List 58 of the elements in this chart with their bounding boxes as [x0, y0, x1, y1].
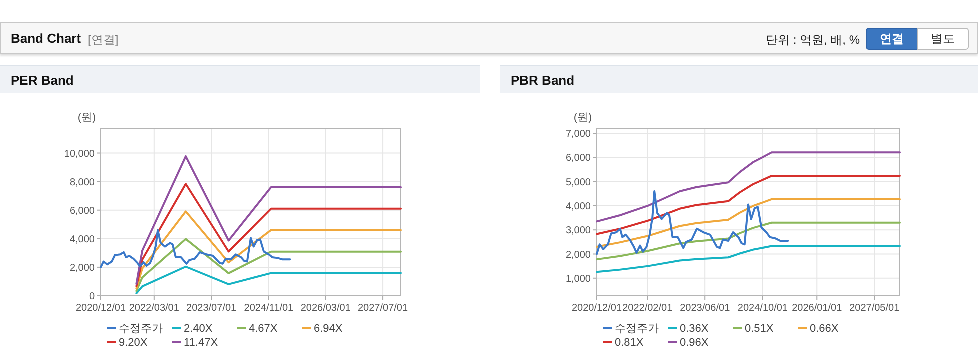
legend-label: 수정주가 — [119, 323, 163, 335]
line-series — [100, 229, 292, 268]
y-tick-label: 2,000 — [70, 262, 96, 274]
y-tick-label: 6,000 — [566, 153, 592, 164]
line-series — [596, 152, 901, 223]
line-series — [596, 190, 790, 256]
y-tick-label: 1,000 — [566, 274, 592, 285]
x-tick-label: 2024/11/01 — [244, 303, 294, 314]
line-series — [136, 156, 402, 286]
x-tick-label: 2027/07/01 — [358, 303, 408, 314]
legend-label: 0.51X — [745, 323, 774, 335]
y-axis-title: (원) — [78, 112, 96, 124]
y-tick-label: 6,000 — [70, 206, 96, 217]
text: 단위 : 억원, 배, % — [766, 32, 860, 49]
text: 별도 — [917, 28, 969, 50]
x-tick-label: 2027/05/01 — [850, 303, 900, 314]
text: Band Chart — [11, 31, 82, 46]
x-tick-label: 2023/07/01 — [186, 303, 238, 314]
line-series — [596, 175, 901, 236]
line-series — [596, 198, 901, 248]
legend-label: 0.66X — [810, 323, 840, 335]
line-series — [596, 222, 901, 261]
legend-label: 수정주가 — [615, 323, 659, 335]
line-series — [136, 183, 402, 288]
legend-label: 0.36X — [680, 323, 710, 335]
y-tick-label: 4,000 — [70, 234, 96, 246]
legend-label: 2.40X — [184, 323, 214, 335]
x-tick-label: 2022/02/01 — [622, 303, 674, 314]
legend-label: 9.20X — [119, 337, 148, 349]
x-tick-label: 2023/06/01 — [680, 303, 731, 314]
x-tick-label: 2020/12/01 — [572, 303, 622, 314]
line-series — [596, 245, 901, 274]
legend-label: 6.94X — [314, 323, 344, 335]
x-tick-label: 2026/03/01 — [300, 303, 352, 314]
chart-title: PER Band — [11, 73, 74, 88]
legend-label: 11.47X — [184, 337, 219, 349]
chart-title: PBR Band — [511, 73, 575, 88]
x-tick-label: 2022/03/01 — [129, 303, 180, 314]
line-series — [136, 210, 402, 290]
y-tick-label: 0 — [89, 292, 96, 302]
x-tick-label: 2026/01/01 — [792, 303, 843, 314]
text: [연결] — [88, 32, 119, 49]
text: 연결 — [866, 28, 918, 50]
x-tick-label: 2024/10/01 — [738, 303, 788, 314]
y-tick-label: 2,000 — [566, 250, 592, 261]
line-series — [136, 266, 402, 294]
y-tick-label: 10,000 — [64, 148, 96, 160]
legend-label: 4.67X — [249, 323, 278, 335]
legend-label: 0.81X — [615, 337, 644, 349]
x-tick-label: 2020/12/01 — [76, 303, 126, 314]
y-tick-label: 3,000 — [566, 226, 592, 237]
y-tick-label: 7,000 — [566, 129, 592, 140]
y-tick-label: 4,000 — [566, 201, 592, 212]
y-tick-label: 8,000 — [70, 177, 96, 188]
y-axis-title: (원) — [574, 112, 592, 124]
y-tick-label: 5,000 — [566, 177, 592, 188]
line-series — [136, 238, 402, 292]
legend-label: 0.96X — [680, 337, 710, 349]
